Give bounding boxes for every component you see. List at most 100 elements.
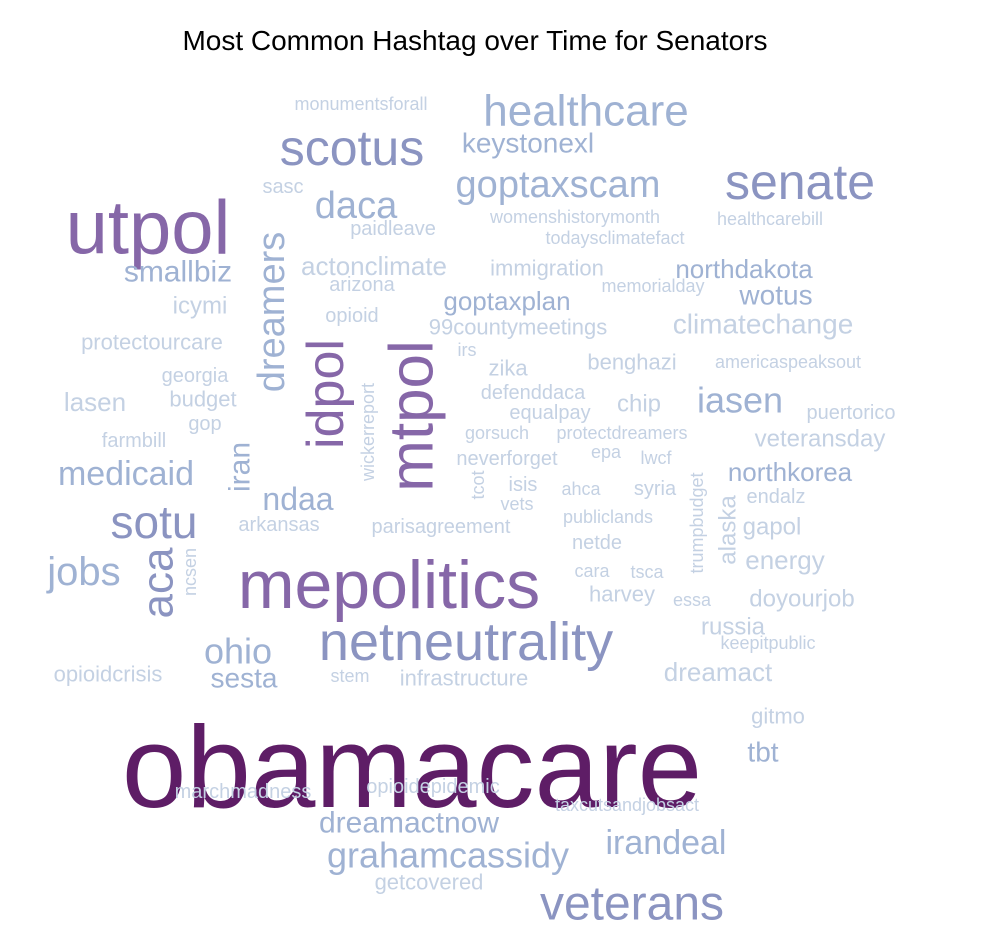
word-iasen: iasen: [697, 380, 783, 421]
word-idpol: idpol: [297, 339, 355, 449]
word-neverforget: neverforget: [456, 448, 558, 470]
word-epa: epa: [591, 442, 622, 462]
word-mepolitics: mepolitics: [238, 547, 540, 623]
word-endalz: endalz: [747, 486, 806, 508]
word-equalpay: equalpay: [509, 402, 590, 424]
word-zika: zika: [488, 356, 528, 381]
word-mtpol: mtpol: [378, 340, 447, 492]
word-daca: daca: [315, 185, 398, 227]
word-veteransday: veteransday: [755, 426, 886, 453]
word-parisagreement: parisagreement: [372, 516, 511, 538]
word-obamacare: obamacare: [122, 702, 702, 832]
word-paidleave: paidleave: [350, 218, 436, 240]
word-immigration: immigration: [490, 256, 604, 281]
word-northdakota: northdakota: [675, 254, 813, 284]
word-stem: stem: [330, 666, 369, 686]
word-protectdreamers: protectdreamers: [556, 423, 687, 443]
word-trumpbudget: trumpbudget: [687, 472, 707, 573]
word-group: obamacare utpol mepolitics mtpol idpol netneu…: [46, 87, 895, 931]
word-sesta: sesta: [211, 663, 278, 694]
word-gitmo: gitmo: [751, 704, 805, 729]
word-ahca: ahca: [561, 479, 601, 499]
word-iran: iran: [224, 442, 257, 492]
word-protectourcare: protectourcare: [81, 330, 223, 355]
word-irandeal: irandeal: [606, 824, 727, 862]
word-netneutrality: netneutrality: [319, 612, 613, 672]
word-99countymeetings: 99countymeetings: [429, 315, 608, 340]
word-ndaa: ndaa: [262, 481, 333, 517]
word-vets: vets: [500, 494, 533, 514]
word-americaspeaksout: americaspeaksout: [715, 352, 861, 372]
word-goptaxplan: goptaxplan: [443, 286, 570, 316]
word-marchmadness: marchmadness: [175, 781, 312, 803]
word-puertorico: puertorico: [807, 402, 896, 424]
word-taxcutsandjobsact: taxcutsandjobsact: [555, 795, 699, 815]
word-dreamact: dreamact: [664, 657, 773, 687]
word-healthcarebill: healthcarebill: [717, 209, 823, 229]
word-arizona: arizona: [329, 274, 395, 296]
word-wotus: wotus: [738, 280, 812, 311]
word-jobs: jobs: [46, 550, 120, 594]
word-syria: syria: [634, 478, 677, 500]
word-healthcare: healthcare: [483, 87, 688, 136]
word-gapol: gapol: [743, 514, 802, 541]
word-alaska: alaska: [715, 495, 742, 565]
word-keepitpublic: keepitpublic: [720, 633, 815, 653]
word-aca: aca: [134, 547, 183, 618]
word-northkorea: northkorea: [728, 457, 853, 487]
word-publiclands: publiclands: [563, 507, 653, 527]
word-budget: budget: [169, 387, 236, 412]
word-dreamers: dreamers: [251, 232, 293, 393]
word-tcot: tcot: [468, 470, 488, 499]
word-medicaid: medicaid: [58, 455, 194, 493]
word-smallbiz: smallbiz: [124, 256, 232, 289]
word-womenshistorymonth: womenshistorymonth: [489, 207, 660, 227]
word-chip: chip: [617, 391, 661, 418]
word-harvey: harvey: [589, 582, 655, 607]
word-opioid: opioid: [325, 305, 378, 327]
word-todaysclimatefact: todaysclimatefact: [545, 228, 684, 248]
word-benghazi: benghazi: [587, 350, 676, 375]
word-sasc: sasc: [262, 176, 303, 198]
word-monumentsforall: monumentsforall: [294, 94, 427, 114]
word-getcovered: getcovered: [375, 870, 484, 895]
word-sotu: sotu: [111, 496, 198, 548]
word-isis: isis: [509, 474, 538, 496]
word-georgia: georgia: [162, 365, 230, 387]
word-utpol: utpol: [66, 186, 231, 271]
word-doyourjob: doyourjob: [749, 586, 854, 613]
word-tsca: tsca: [630, 562, 664, 582]
chart-title: Most Common Hashtag over Time for Senato…: [182, 25, 767, 56]
word-senate: senate: [725, 154, 875, 210]
word-dreamactnow: dreamactnow: [319, 807, 499, 840]
word-scotus: scotus: [280, 120, 425, 176]
word-gop: gop: [188, 413, 221, 435]
word-infrastructure: infrastructure: [400, 666, 528, 691]
word-russia: russia: [701, 614, 766, 641]
word-tbt: tbt: [747, 737, 778, 768]
word-wickerreport: wickerreport: [358, 383, 378, 482]
word-cara: cara: [574, 561, 610, 581]
word-ncsen: ncsen: [180, 548, 200, 596]
word-grahamcassidy: grahamcassidy: [327, 835, 569, 876]
word-farmbill: farmbill: [102, 430, 166, 452]
word-defenddaca: defenddaca: [481, 382, 586, 404]
word-netde: netde: [572, 532, 622, 554]
word-gorsuch: gorsuch: [465, 423, 529, 443]
word-goptaxscam: goptaxscam: [456, 164, 661, 206]
word-essa: essa: [673, 590, 712, 610]
word-veterans: veterans: [540, 878, 724, 931]
word-actonclimate: actonclimate: [301, 251, 447, 281]
word-energy: energy: [745, 545, 825, 575]
word-keystonexl: keystonexl: [462, 128, 594, 159]
word-memorialday: memorialday: [601, 276, 704, 296]
word-irs: irs: [458, 340, 477, 360]
word-ohio: ohio: [204, 631, 272, 672]
word-icymi: icymi: [173, 293, 228, 320]
word-opioidcrisis: opioidcrisis: [54, 662, 163, 687]
word-arkansas: arkansas: [238, 514, 319, 536]
word-lasen: lasen: [64, 387, 126, 417]
word-climatechange: climatechange: [673, 309, 854, 340]
word-lwcf: lwcf: [641, 448, 673, 468]
